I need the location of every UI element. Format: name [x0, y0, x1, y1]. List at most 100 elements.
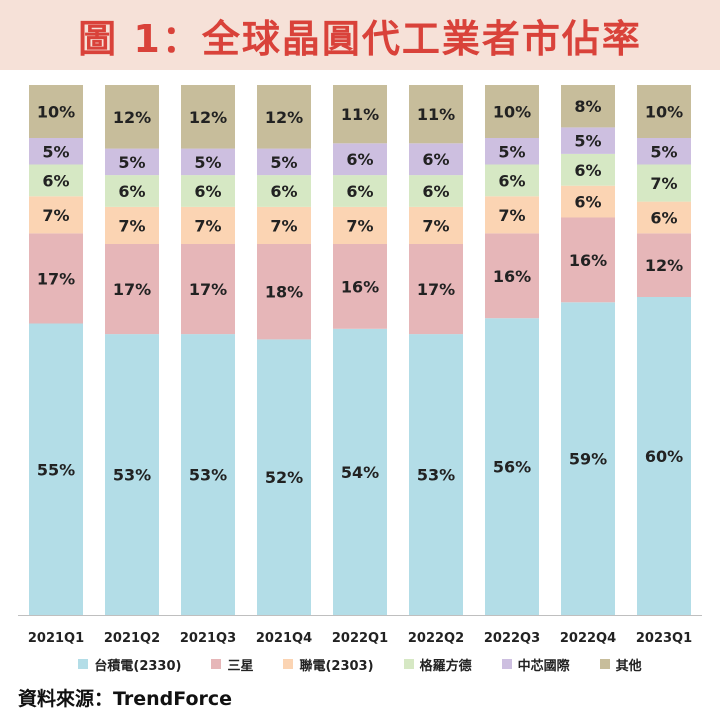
chart-title: 圖 1：全球晶圓代工業者市佔率	[78, 16, 642, 61]
data-label-2023Q1-1: 12%	[645, 256, 683, 275]
data-label-2021Q3-3: 6%	[194, 182, 221, 201]
data-label-2022Q4-5: 8%	[574, 97, 601, 116]
data-label-2021Q2-2: 7%	[118, 216, 145, 235]
data-label-2022Q1-4: 6%	[346, 150, 373, 169]
data-label-2021Q1-3: 6%	[42, 171, 69, 190]
data-label-2021Q4-4: 5%	[270, 153, 297, 172]
data-label-2022Q3-0: 56%	[493, 458, 531, 477]
bar-segment-2021Q3-2	[181, 206, 235, 244]
legend-swatch	[78, 659, 89, 669]
bar-segment-2021Q4-4	[257, 148, 311, 176]
data-label-2021Q1-4: 5%	[42, 142, 69, 161]
legend-label: 三星	[227, 658, 254, 674]
data-label-2022Q1-0: 54%	[341, 463, 379, 482]
bar-segment-2022Q1-0	[333, 328, 387, 615]
data-label-2022Q2-3: 6%	[422, 182, 449, 201]
legend-swatch	[501, 659, 512, 669]
bar-segment-2023Q1-0	[637, 297, 691, 615]
data-label-2022Q2-0: 53%	[417, 466, 455, 485]
data-label-2021Q3-2: 7%	[194, 216, 221, 235]
legend-swatch	[211, 659, 222, 669]
bar-segment-2022Q2-5	[409, 85, 463, 144]
data-label-2022Q2-2: 7%	[422, 216, 449, 235]
bar-segment-2021Q4-1	[257, 244, 311, 340]
data-label-2022Q1-2: 7%	[346, 216, 373, 235]
legend-item-5: 其他	[599, 655, 642, 674]
data-label-2022Q2-1: 17%	[417, 280, 455, 299]
bar-segment-2021Q3-0	[181, 334, 235, 615]
legend-item-1: 三星	[211, 655, 253, 674]
bar-segment-2021Q2-1	[105, 244, 159, 335]
data-label-2023Q1-5: 10%	[645, 103, 683, 122]
bar-segment-2021Q3-4	[181, 148, 235, 176]
legend-swatch	[599, 659, 610, 669]
bar-segment-2021Q1-2	[29, 196, 83, 234]
legend-swatch	[403, 659, 414, 669]
bar-segment-2021Q2-4	[105, 148, 159, 176]
bar-segment-2022Q2-0	[409, 334, 463, 615]
bar-segment-2022Q4-2	[561, 185, 615, 218]
legend-item-4: 中芯國際	[501, 655, 570, 674]
data-label-2021Q4-5: 12%	[265, 108, 303, 127]
data-label-2021Q1-1: 17%	[37, 269, 75, 288]
bar-segment-2021Q4-5	[257, 85, 311, 149]
bar-segment-2022Q3-4	[485, 138, 539, 165]
bar-segment-2022Q2-4	[409, 143, 463, 176]
data-label-2021Q2-4: 5%	[118, 153, 145, 172]
bar-segment-2021Q2-0	[105, 334, 159, 615]
bar-segment-2022Q4-4	[561, 127, 615, 154]
bar-segment-2021Q1-0	[29, 323, 83, 615]
bar-segment-2021Q3-3	[181, 175, 235, 207]
data-label-2023Q1-2: 6%	[650, 209, 677, 228]
data-label-2022Q1-5: 11%	[341, 105, 379, 124]
data-label-2021Q3-1: 17%	[189, 280, 227, 299]
x-tick-label-2022Q1: 2022Q1	[332, 631, 388, 646]
x-tick-label-2021Q4: 2021Q4	[256, 631, 312, 646]
bar-segment-2023Q1-5	[637, 85, 691, 138]
data-label-2022Q4-2: 6%	[574, 193, 601, 212]
bar-segment-2021Q3-5	[181, 85, 235, 149]
bar-segment-2022Q3-0	[485, 318, 539, 615]
data-label-2021Q4-0: 52%	[265, 468, 303, 487]
bar-segment-2022Q2-2	[409, 206, 463, 244]
data-label-2022Q3-5: 10%	[493, 103, 531, 122]
legend-item-2: 聯電(2303)	[283, 655, 374, 674]
data-label-2022Q1-3: 6%	[346, 182, 373, 201]
data-label-2022Q4-0: 59%	[569, 450, 607, 469]
bar-segment-2022Q1-1	[333, 244, 387, 329]
x-tick-label-2023Q1: 2023Q1	[636, 631, 692, 646]
bar-segment-2022Q3-3	[485, 164, 539, 197]
title-band: 圖 1：全球晶圓代工業者市佔率	[0, 0, 720, 70]
data-label-2021Q1-2: 7%	[42, 206, 69, 225]
bar-segment-2021Q1-5	[29, 85, 83, 138]
legend-label: 格羅方德	[419, 658, 472, 674]
data-label-2021Q4-3: 6%	[270, 182, 297, 201]
bar-segment-2021Q4-0	[257, 339, 311, 615]
data-label-2021Q3-4: 5%	[194, 153, 221, 172]
x-tick-label-2022Q4: 2022Q4	[560, 631, 616, 646]
bar-segment-2022Q2-1	[409, 244, 463, 335]
bar-segment-2022Q3-5	[485, 85, 539, 138]
data-label-2021Q2-3: 6%	[118, 182, 145, 201]
stacked-bar-chart: 55% 17% 7% 6% 5% 10% 2021Q1 53% 17% 7% 6% 5% 12% 2021…	[18, 85, 702, 646]
data-label-2021Q4-1: 18%	[265, 283, 303, 302]
data-label-2022Q4-1: 16%	[569, 251, 607, 270]
bar-segment-2022Q4-5	[561, 85, 615, 128]
legend-swatch	[283, 659, 294, 669]
data-label-2021Q1-0: 55%	[37, 460, 75, 479]
data-label-2021Q4-2: 7%	[270, 216, 297, 235]
data-label-2022Q3-3: 6%	[498, 171, 525, 190]
bar-segment-2021Q3-1	[181, 244, 235, 335]
bar-segment-2022Q2-3	[409, 175, 463, 207]
bar-segment-2022Q1-3	[333, 175, 387, 207]
data-label-2023Q1-3: 7%	[650, 174, 677, 193]
bar-segment-2021Q2-2	[105, 206, 159, 244]
data-label-2022Q4-4: 5%	[574, 132, 601, 151]
bar-segment-2021Q1-1	[29, 233, 83, 324]
data-label-2022Q3-1: 16%	[493, 267, 531, 286]
data-label-2021Q3-5: 12%	[189, 108, 227, 127]
bar-segment-2021Q2-3	[105, 175, 159, 207]
x-tick-label-2021Q1: 2021Q1	[28, 631, 84, 646]
bar-segment-2021Q4-3	[257, 175, 311, 207]
bar-segment-2022Q3-2	[485, 196, 539, 234]
